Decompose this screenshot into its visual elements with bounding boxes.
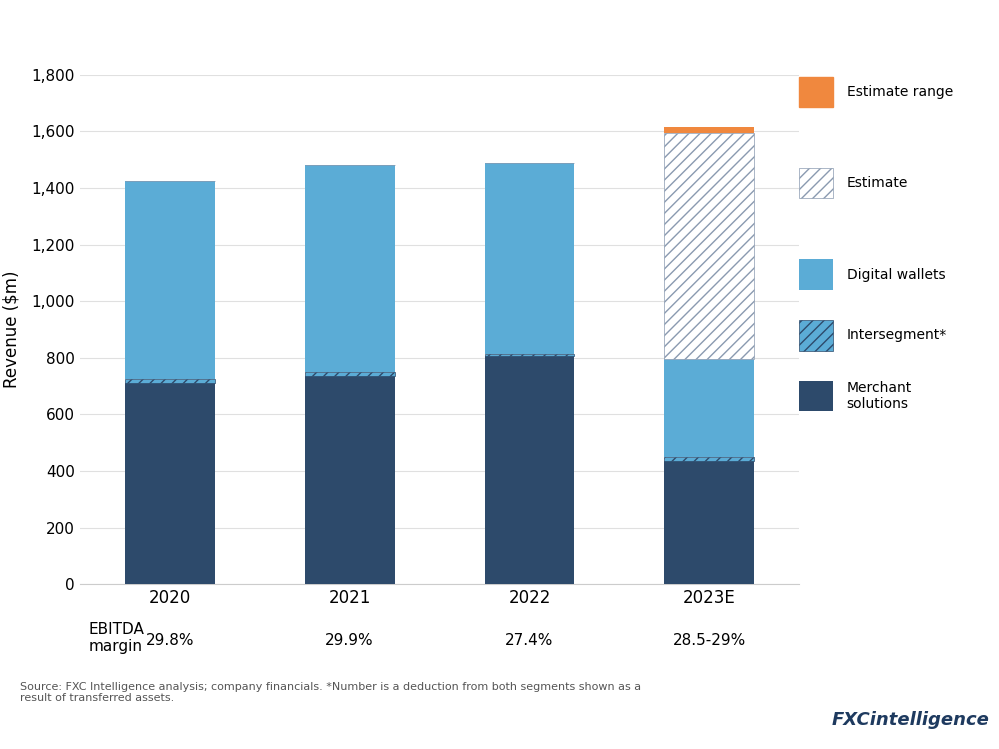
Bar	[125, 181, 215, 379]
Bar	[485, 357, 574, 584]
Text: Source: FXC Intelligence analysis; company financials. *Number is a deduction fr: Source: FXC Intelligence analysis; compa…	[20, 682, 641, 703]
Bar	[799, 381, 833, 411]
Text: 29.8%: 29.8%	[146, 633, 194, 648]
Text: EBITDA
margin: EBITDA margin	[89, 622, 145, 654]
Bar	[305, 376, 395, 584]
Text: Merchant
solutions: Merchant solutions	[847, 381, 912, 411]
Bar	[485, 354, 574, 357]
Text: Paysafe yearly revenues, 2020-2022 and 2023 est.: Paysafe yearly revenues, 2020-2022 and 2…	[20, 59, 516, 78]
Bar	[664, 133, 754, 360]
Bar	[799, 320, 833, 351]
Bar	[664, 461, 754, 584]
Bar	[305, 372, 395, 376]
Bar	[664, 457, 754, 461]
Text: Paysafe raises FY23 guidance: Paysafe raises FY23 guidance	[20, 31, 529, 59]
Bar	[125, 379, 215, 383]
Bar	[799, 259, 833, 290]
Bar	[664, 360, 754, 457]
Text: 27.4%: 27.4%	[505, 633, 553, 648]
Bar	[664, 127, 754, 133]
Text: Estimate: Estimate	[847, 176, 908, 190]
Text: Intersegment*: Intersegment*	[847, 328, 947, 342]
Bar	[305, 166, 395, 372]
Text: Digital wallets: Digital wallets	[847, 267, 945, 282]
Text: 28.5-29%: 28.5-29%	[672, 633, 746, 648]
Bar	[799, 77, 833, 107]
Text: 29.9%: 29.9%	[326, 633, 374, 648]
Bar	[485, 163, 574, 354]
Text: Estimate range: Estimate range	[847, 85, 953, 99]
Y-axis label: Revenue ($m): Revenue ($m)	[2, 271, 20, 388]
Bar	[125, 383, 215, 584]
Text: FXCintelligence: FXCintelligence	[831, 711, 989, 729]
Bar	[799, 168, 833, 198]
